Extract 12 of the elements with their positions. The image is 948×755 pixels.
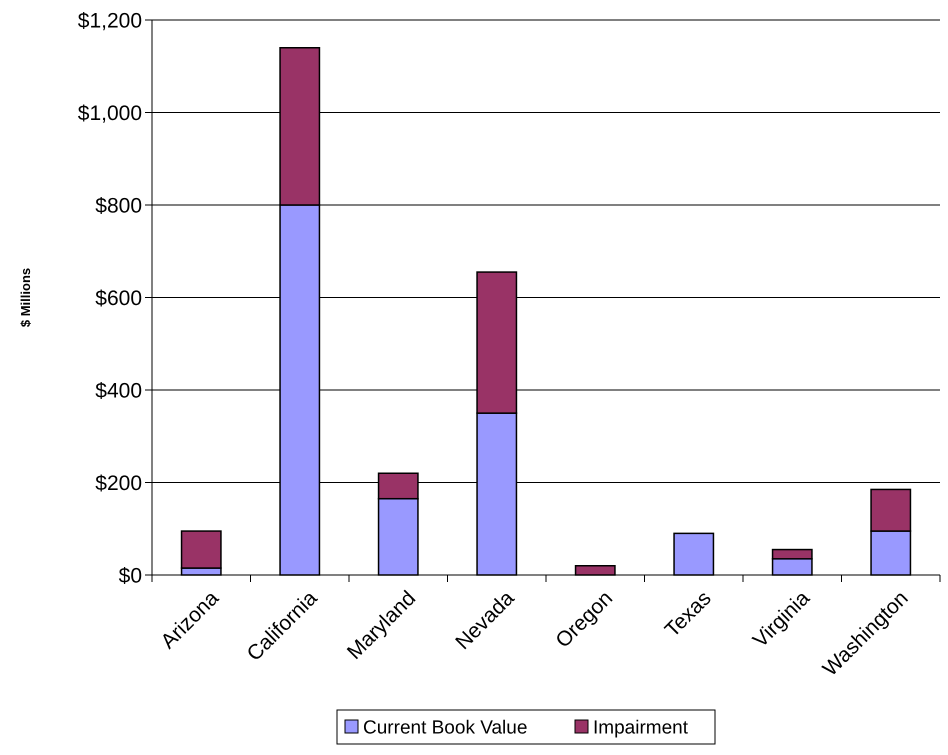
y-tick-label: $800 xyxy=(95,194,142,218)
y-tick-label: $600 xyxy=(95,286,142,310)
legend-label: Impairment xyxy=(593,718,689,739)
y-tick-label: $400 xyxy=(95,379,142,402)
y-tick-label: $0 xyxy=(118,564,142,588)
y-axis-title: $ Millions xyxy=(18,268,33,328)
y-tick-label: $200 xyxy=(95,472,142,495)
y-tick-label: $1,200 xyxy=(78,9,142,32)
y-tick-label: $1,000 xyxy=(78,102,142,125)
legend-label: Current Book Value xyxy=(363,718,528,739)
bar xyxy=(574,565,616,576)
bar xyxy=(673,532,714,576)
